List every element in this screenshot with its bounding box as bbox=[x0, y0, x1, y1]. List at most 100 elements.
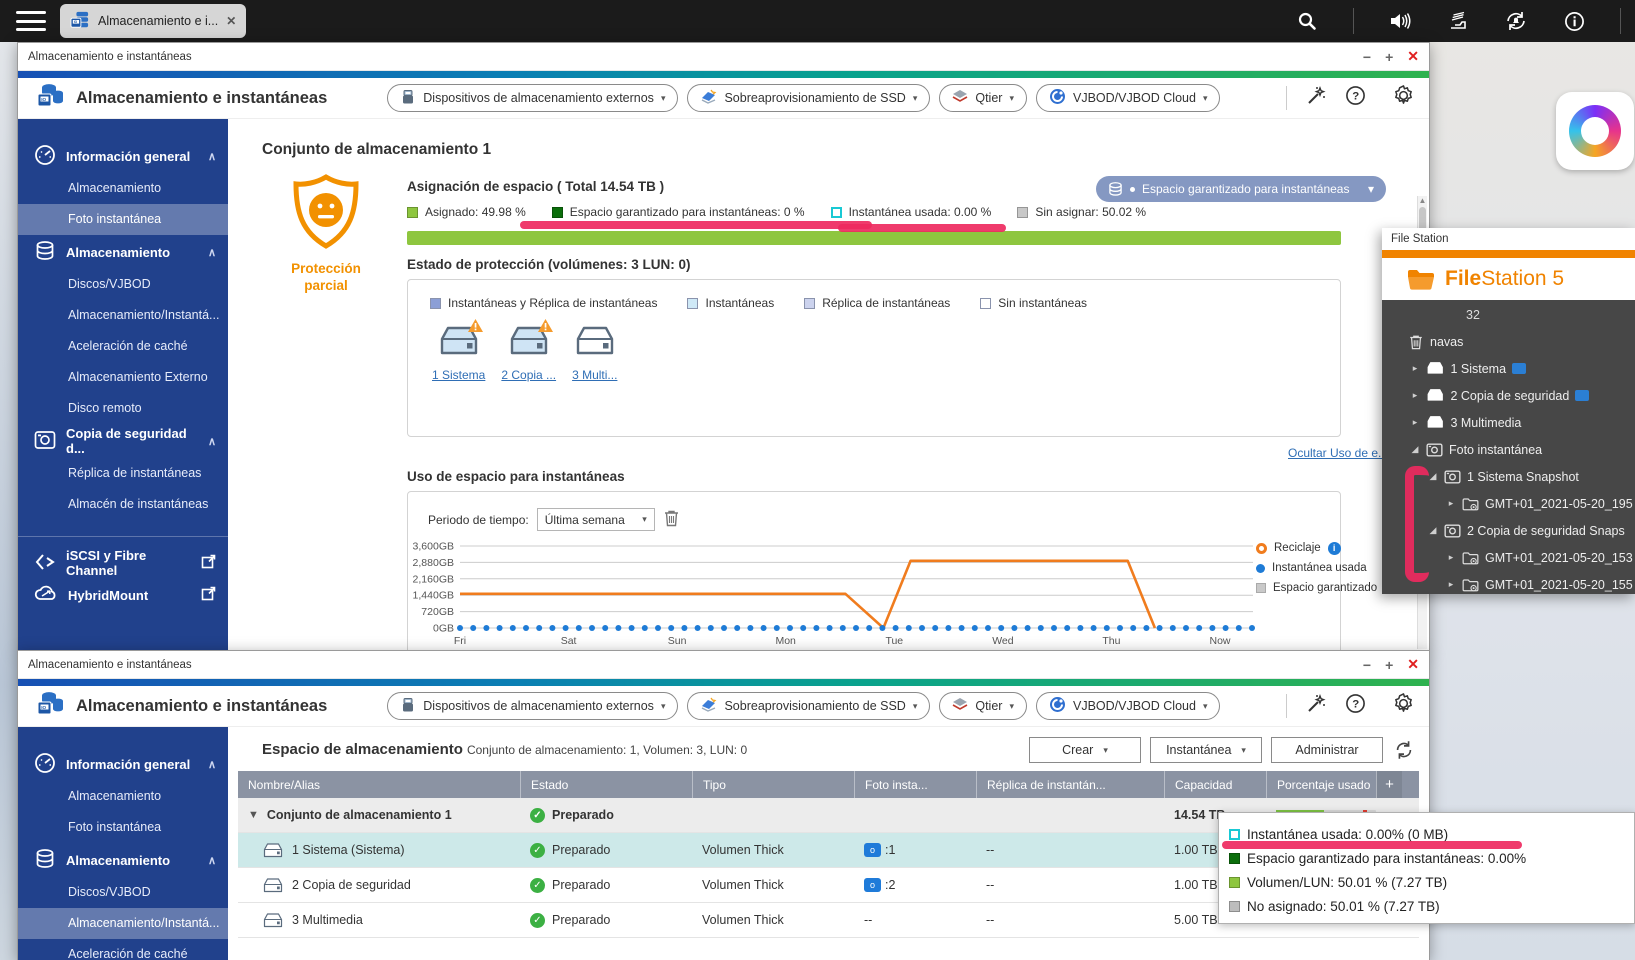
sidebar-item-almacenamiento-instant-[interactable]: Almacenamiento/Instantá... bbox=[18, 300, 228, 331]
period-dropdown[interactable]: Última semana ▾ bbox=[537, 508, 655, 531]
expander-icon[interactable]: ▸ bbox=[1410, 417, 1420, 428]
toolbar-button-dispositivos-de-almacenamiento-externos[interactable]: Dispositivos de almacenamiento externos▾ bbox=[387, 692, 678, 720]
volume-2-copia-[interactable]: 2 Copia ... bbox=[501, 324, 556, 382]
tree-item-3-multimedia[interactable]: ▸3 Multimedia bbox=[1382, 409, 1635, 436]
expander-icon[interactable]: ◢ bbox=[1428, 525, 1438, 536]
instantánea-button[interactable]: Instantánea▾ bbox=[1150, 737, 1262, 763]
administrar-button[interactable]: Administrar bbox=[1271, 737, 1383, 763]
snapshot-icon bbox=[1426, 443, 1443, 457]
snapshot-count-badge[interactable]: o bbox=[864, 843, 881, 857]
tree-item-foto-instant-nea[interactable]: ◢Foto instantánea bbox=[1382, 436, 1635, 463]
sidebar-item-discos-vjbod[interactable]: Discos/VJBOD bbox=[18, 269, 228, 300]
column-header-5[interactable]: Capacidad bbox=[1164, 771, 1266, 798]
main-menu-icon[interactable] bbox=[16, 11, 46, 31]
close-icon[interactable]: ✕ bbox=[1407, 656, 1419, 673]
notifications-sync-icon[interactable] bbox=[1504, 9, 1528, 33]
app-tab[interactable]: IO Almacenamiento e i... ✕ bbox=[60, 4, 246, 38]
sidebar-item-foto-instant-nea[interactable]: Foto instantánea bbox=[18, 204, 228, 235]
maximize-icon[interactable]: + bbox=[1385, 657, 1393, 673]
add-column-icon[interactable]: + bbox=[1376, 771, 1402, 798]
expander-icon[interactable]: ◢ bbox=[1410, 444, 1420, 455]
window2-titlebar[interactable]: Almacenamiento e instantáneas − + ✕ bbox=[18, 651, 1429, 679]
period-value: Última semana bbox=[545, 513, 625, 527]
tree-item-2-copia-de-seguridad[interactable]: ▸2 Copia de seguridad bbox=[1382, 382, 1635, 409]
toolbar-button-vjbod-vjbod-cloud[interactable]: VJBOD/VJBOD Cloud▾ bbox=[1036, 84, 1221, 112]
expander-icon[interactable]: ▸ bbox=[1410, 390, 1420, 401]
sidebar-section-disks[interactable]: Almacenamiento∧ bbox=[18, 235, 228, 269]
sidebar-section-gauge[interactable]: Información general∧ bbox=[18, 747, 228, 781]
column-header-0[interactable]: Nombre/Alias bbox=[238, 771, 520, 798]
volume-3-multi-[interactable]: 3 Multi... bbox=[572, 324, 617, 382]
crear-button[interactable]: Crear▾ bbox=[1029, 737, 1141, 763]
sidebar-item-almacenamiento-externo[interactable]: Almacenamiento Externo bbox=[18, 362, 228, 393]
tree-item-navas[interactable]: navas bbox=[1382, 328, 1635, 355]
sidebar-item-almacenamiento[interactable]: Almacenamiento bbox=[18, 173, 228, 204]
sidebar-item-aceleraci-n-de-cach-[interactable]: Aceleración de caché bbox=[18, 939, 228, 960]
column-header-1[interactable]: Estado bbox=[520, 771, 692, 798]
protection-legend-item: Instantáneas bbox=[687, 296, 774, 310]
sidebar-link-iscsi-y-fibre-channel[interactable]: iSCSI y Fibre Channel bbox=[18, 547, 228, 579]
expander-icon[interactable]: ◢ bbox=[1428, 471, 1438, 482]
chevron-down-icon[interactable]: ▼ bbox=[248, 809, 259, 821]
volume-link[interactable]: 3 Multi... bbox=[572, 368, 617, 382]
minimize-icon[interactable]: − bbox=[1363, 657, 1371, 673]
app-title: Almacenamiento e instantáneas bbox=[76, 89, 327, 108]
help-icon[interactable]: ? bbox=[1345, 85, 1366, 111]
sidebar-item-r-plica-de-instant-neas[interactable]: Réplica de instantáneas bbox=[18, 458, 228, 489]
diagnostics-wand-icon[interactable] bbox=[1305, 693, 1327, 720]
column-header-6[interactable]: Porcentaje usado bbox=[1266, 771, 1376, 798]
refresh-icon[interactable] bbox=[1393, 739, 1415, 766]
toolbar-button-qtier[interactable]: Qtier▾ bbox=[939, 692, 1027, 720]
info-icon[interactable] bbox=[1562, 9, 1586, 33]
toolbar-button-sobreaprovisionamiento-de-ssd[interactable]: Sobreaprovisionamiento de SSD▾ bbox=[687, 84, 930, 112]
sidebar-item-almacenamiento-instant-[interactable]: Almacenamiento/Instantá... bbox=[18, 908, 228, 939]
snapshot-count-badge[interactable]: o bbox=[864, 878, 881, 892]
background-tasks-icon[interactable] bbox=[1446, 9, 1470, 33]
info-icon[interactable]: i bbox=[1328, 542, 1341, 555]
toolbar-button-vjbod-vjbod-cloud[interactable]: VJBOD/VJBOD Cloud▾ bbox=[1036, 692, 1221, 720]
sidebar-item-aceleraci-n-de-cach-[interactable]: Aceleración de caché bbox=[18, 331, 228, 362]
volume-1-sistema[interactable]: 1 Sistema bbox=[432, 324, 485, 382]
maximize-icon[interactable]: + bbox=[1385, 49, 1393, 65]
expander-icon[interactable]: ▸ bbox=[1446, 552, 1456, 563]
volume-link[interactable]: 1 Sistema bbox=[432, 368, 485, 382]
volume-icon[interactable] bbox=[1388, 9, 1412, 33]
desktop-shortcut-icon[interactable] bbox=[1556, 92, 1634, 170]
expander-icon[interactable]: ▸ bbox=[1446, 579, 1456, 590]
sidebar-section-snapshot[interactable]: Copia de seguridad d...∧ bbox=[18, 424, 228, 458]
toolbar-button-sobreaprovisionamiento-de-ssd[interactable]: Sobreaprovisionamiento de SSD▾ bbox=[687, 692, 930, 720]
expander-icon[interactable]: ▸ bbox=[1410, 363, 1420, 374]
svg-text:1,440GB: 1,440GB bbox=[413, 590, 454, 602]
help-icon[interactable]: ? bbox=[1345, 693, 1366, 719]
sidebar-link-hybridmount[interactable]: HybridMount bbox=[18, 579, 228, 611]
column-header-4[interactable]: Réplica de instantán... bbox=[976, 771, 1164, 798]
minimize-icon[interactable]: − bbox=[1363, 49, 1371, 65]
settings-gear-icon[interactable] bbox=[1392, 84, 1415, 112]
toolbar-button-dispositivos-de-almacenamiento-externos[interactable]: Dispositivos de almacenamiento externos▾ bbox=[387, 84, 678, 112]
close-icon[interactable]: ✕ bbox=[1407, 48, 1419, 65]
tree-item-1-sistema[interactable]: ▸1 Sistema bbox=[1382, 355, 1635, 382]
sidebar-item-almacenamiento[interactable]: Almacenamiento bbox=[18, 781, 228, 812]
settings-gear-icon[interactable] bbox=[1392, 692, 1415, 720]
window1-titlebar[interactable]: Almacenamiento e instantáneas − + ✕ bbox=[18, 43, 1429, 71]
sidebar-item-disco-remoto[interactable]: Disco remoto bbox=[18, 393, 228, 424]
ssd-icon bbox=[700, 697, 717, 715]
sidebar-item-foto-instant-nea[interactable]: Foto instantánea bbox=[18, 812, 228, 843]
column-header-3[interactable]: Foto insta... bbox=[854, 771, 976, 798]
expander-icon[interactable]: ▸ bbox=[1446, 498, 1456, 509]
column-header-2[interactable]: Tipo bbox=[692, 771, 854, 798]
sidebar-item-discos-vjbod[interactable]: Discos/VJBOD bbox=[18, 877, 228, 908]
close-tab-icon[interactable]: ✕ bbox=[226, 14, 236, 28]
guaranteed-space-button[interactable]: Espacio garantizado para instantáneas ▾ bbox=[1096, 176, 1386, 202]
search-icon[interactable] bbox=[1295, 9, 1319, 33]
logo-text: Station 5 bbox=[1481, 267, 1564, 290]
sidebar-item-almac-n-de-instant-neas[interactable]: Almacén de instantáneas bbox=[18, 489, 228, 520]
sidebar-section-gauge[interactable]: Información general∧ bbox=[18, 139, 228, 173]
diagnostics-wand-icon[interactable] bbox=[1305, 85, 1327, 112]
trash-icon[interactable] bbox=[663, 509, 680, 530]
sidebar-section-disks[interactable]: Almacenamiento∧ bbox=[18, 843, 228, 877]
toolbar-button-qtier[interactable]: Qtier▾ bbox=[939, 84, 1027, 112]
volume-link[interactable]: 2 Copia ... bbox=[501, 368, 556, 382]
file-station-titlebar[interactable]: File Station bbox=[1382, 228, 1635, 250]
hide-usage-link[interactable]: Ocultar Uso de e... bbox=[1288, 446, 1388, 460]
